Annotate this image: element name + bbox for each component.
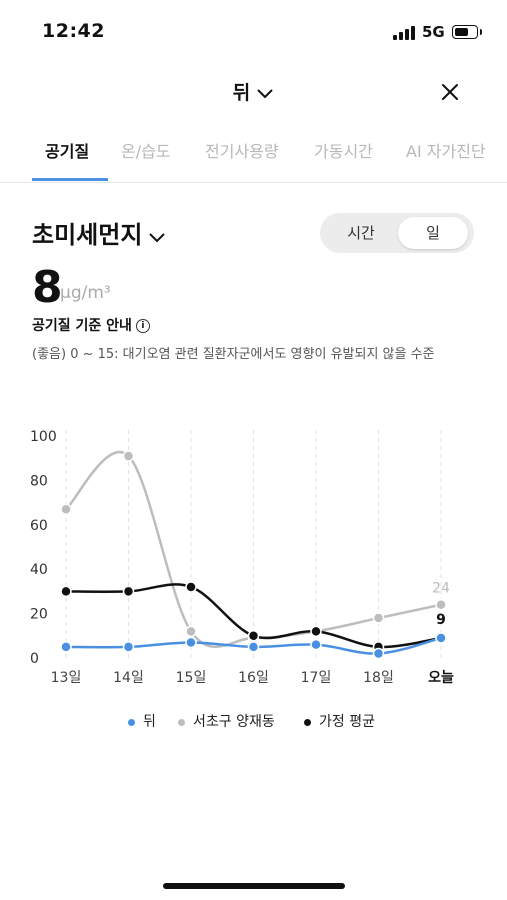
data-point [185, 636, 197, 649]
y-tick-label: 60 [30, 518, 48, 534]
period-toggle: 시간 일 [320, 213, 474, 253]
info-icon: i [135, 319, 150, 333]
tab-bar: 공기질 온/습도 전기사용량 가동시간 AI 자가진단 [0, 138, 507, 183]
legend-item-home: 뒤 [128, 711, 156, 731]
data-point [310, 638, 322, 651]
data-point [122, 450, 135, 462]
legend-dot [304, 718, 311, 726]
x-tick-label: 18일 [363, 670, 394, 686]
toggle-hour[interactable]: 시간 [347, 224, 375, 242]
y-tick-label: 20 [30, 607, 48, 623]
pm25-line-chart: 100 80 60 40 20 0 13일 14일 15일 16일 17일 18일 오늘 24 9 [30, 429, 454, 686]
data-point [60, 585, 72, 598]
data-point [122, 641, 135, 653]
data-point [185, 625, 197, 638]
x-tick-label: 오늘 [428, 670, 454, 686]
legend-dot [128, 718, 135, 726]
device-selector[interactable]: 뒤 [0, 78, 507, 105]
signal-icon [393, 24, 417, 40]
close-icon [442, 84, 458, 100]
data-point [435, 598, 447, 611]
data-point [372, 647, 385, 660]
current-value: 8 [32, 262, 63, 313]
y-tick-label: 80 [30, 473, 48, 489]
tab-power-usage[interactable]: 전기사용량 [205, 142, 279, 161]
data-point [247, 641, 260, 653]
data-point [435, 632, 447, 644]
data-point [60, 503, 72, 516]
x-tick-label: 16일 [238, 670, 269, 686]
legend-label: 서초구 양재동 [193, 714, 275, 730]
toggle-day[interactable]: 일 [398, 217, 468, 249]
x-tick-label: 17일 [301, 670, 332, 686]
legend-item-average: 가정 평균 [304, 711, 375, 731]
x-tick-label: 14일 [113, 670, 144, 686]
data-point [247, 630, 260, 642]
tab-air-quality[interactable]: 공기질 [45, 142, 90, 161]
data-point [372, 612, 385, 624]
data-point [185, 581, 197, 593]
legend-item-region: 서초구 양재동 [178, 711, 275, 731]
legend-dot [178, 718, 185, 726]
value-unit: μg/m³ [60, 283, 111, 303]
y-tick-label: 0 [30, 651, 39, 667]
legend-label: 가정 평균 [319, 714, 375, 730]
data-point [310, 625, 322, 638]
x-tick-label: 13일 [51, 670, 82, 686]
status-time: 12:42 [42, 20, 105, 42]
legend-label: 뒤 [143, 714, 156, 730]
end-label-region: 24 [432, 581, 450, 597]
chevron-down-icon [256, 83, 274, 105]
network-label: 5G [422, 23, 445, 41]
close-button[interactable] [438, 80, 462, 104]
air-quality-guide[interactable]: 공기질 기준 안내 i [32, 315, 150, 335]
chart-legend: 뒤 서초구 양재동 가정 평균 [0, 711, 507, 735]
metric-name: 초미세먼지 [32, 221, 143, 249]
tab-ai-diagnosis[interactable]: AI 자가진단 [406, 142, 486, 161]
device-name: 뒤 [232, 82, 251, 104]
data-point [60, 641, 72, 653]
x-tick-label: 15일 [176, 670, 207, 686]
guide-label: 공기질 기준 안내 [32, 318, 132, 334]
y-tick-label: 40 [30, 562, 48, 578]
guide-description: (좋음) 0 ~ 15: 대기오염 관련 질환자군에서도 영향이 유발되지 않을… [32, 347, 435, 362]
metric-selector[interactable]: 초미세먼지 [32, 215, 166, 250]
tab-temp-humidity[interactable]: 온/습도 [121, 142, 171, 161]
battery-icon [452, 25, 482, 39]
data-point [122, 585, 135, 598]
home-indicator [163, 883, 345, 889]
y-tick-label: 100 [30, 429, 57, 445]
tab-operating-time[interactable]: 가동시간 [314, 142, 373, 161]
end-label-average: 9 [436, 612, 446, 628]
active-tab-indicator [32, 178, 108, 181]
chevron-down-icon [148, 222, 166, 250]
